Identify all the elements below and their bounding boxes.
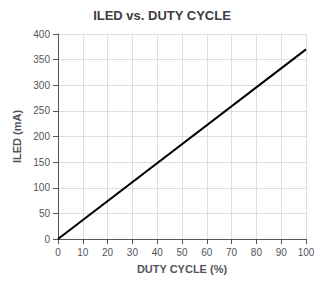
svg-text:0: 0 [55,247,61,258]
svg-text:400: 400 [33,29,50,40]
svg-text:300: 300 [33,80,50,91]
svg-text:DUTY CYCLE (%): DUTY CYCLE (%) [137,263,228,275]
svg-text:0: 0 [44,234,50,245]
svg-text:50: 50 [176,247,188,258]
svg-text:80: 80 [251,247,263,258]
svg-text:ILED (mA): ILED (mA) [11,110,23,164]
svg-text:10: 10 [77,247,89,258]
svg-text:250: 250 [33,105,50,116]
svg-text:90: 90 [276,247,288,258]
svg-text:60: 60 [201,247,213,258]
svg-text:30: 30 [127,247,139,258]
svg-text:100: 100 [33,182,50,193]
svg-text:20: 20 [102,247,114,258]
svg-text:350: 350 [33,54,50,65]
svg-text:50: 50 [39,208,51,219]
svg-text:200: 200 [33,131,50,142]
svg-text:ILED vs. DUTY CYCLE: ILED vs. DUTY CYCLE [93,8,231,23]
svg-text:150: 150 [33,157,50,168]
svg-text:40: 40 [152,247,164,258]
svg-text:100: 100 [298,247,315,258]
svg-text:70: 70 [226,247,238,258]
